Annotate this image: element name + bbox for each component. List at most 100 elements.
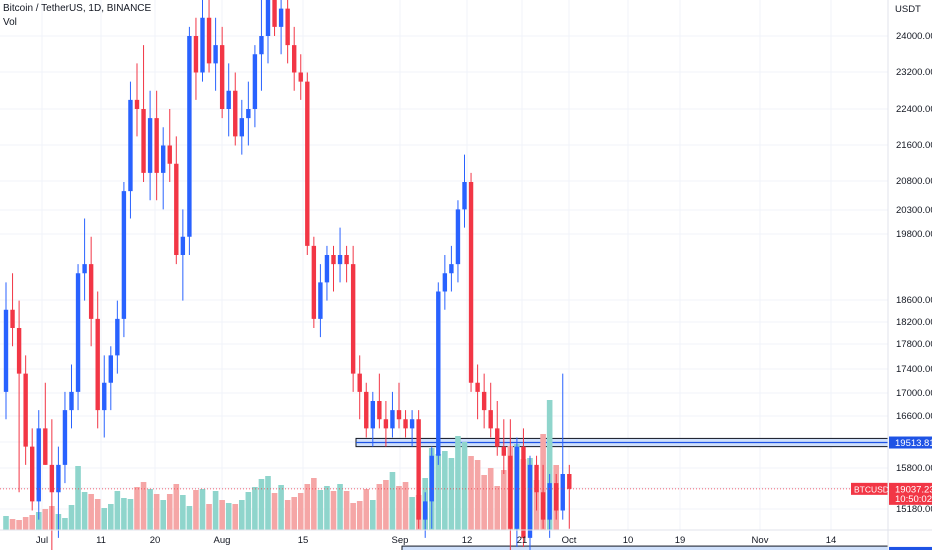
volume-bar	[245, 492, 252, 530]
candle-body	[95, 318, 100, 411]
volume-bar	[153, 494, 160, 530]
time-tick-label: Aug	[214, 535, 231, 546]
candle-body	[36, 428, 41, 502]
time-axis[interactable]: Jul 11 20 Aug 15 Sep 12 21 Oct 10 19 Nov 14	[0, 529, 932, 546]
volume-bar	[22, 517, 29, 530]
price-tick-label: 23200.00	[896, 67, 932, 78]
volume-bar	[435, 454, 442, 530]
candle-body	[364, 391, 369, 429]
volume-bar	[442, 451, 448, 530]
candle-body	[102, 382, 107, 411]
candle-body	[3, 309, 9, 392]
volume-bar	[291, 497, 297, 530]
candle-body	[442, 273, 448, 292]
volume-bar	[297, 493, 304, 530]
volume-bar	[206, 504, 212, 530]
price-tick-label: 20800.00	[896, 176, 932, 187]
price-axis[interactable]: USDT 24000.00 23200.00 22400.00 21600.00 2080…	[887, 0, 932, 550]
candle-body	[429, 455, 434, 502]
candle-body	[481, 391, 487, 411]
volume-bar	[75, 466, 81, 530]
candle-body	[318, 282, 323, 319]
symbol-badge-label: BTCUSDT	[854, 484, 894, 494]
candle-body	[233, 90, 238, 137]
volume-bar	[68, 505, 75, 530]
volume-bar	[94, 499, 101, 530]
candle-body	[161, 145, 166, 173]
candle-body	[416, 419, 421, 520]
zone-price-badge	[889, 546, 932, 550]
volume-bar	[278, 485, 284, 530]
candle-body	[403, 419, 408, 429]
volume-bar	[468, 456, 474, 530]
price-tick-label: 18600.00	[896, 295, 932, 306]
candle-body	[10, 309, 15, 328]
volume-bar	[140, 482, 147, 530]
price-unit-label: USDT	[895, 4, 921, 15]
volume-bar	[42, 509, 49, 530]
last-price-label: 19037.23	[895, 484, 932, 495]
candle-body	[226, 90, 231, 109]
time-tick-label: Nov	[752, 535, 769, 546]
volume-bar	[396, 486, 402, 530]
candle-body	[350, 264, 356, 374]
volume-bar	[166, 494, 173, 530]
volume-bar	[350, 503, 356, 530]
candle-body	[514, 446, 520, 529]
volume-bar	[108, 504, 114, 530]
candle-body	[547, 483, 552, 520]
volume-bar	[88, 494, 94, 530]
candle-body	[455, 209, 461, 265]
volume-bar	[62, 518, 68, 530]
volume-bar	[265, 476, 271, 530]
time-tick-label: Sep	[392, 535, 409, 546]
candle-body	[174, 163, 179, 255]
candle-body	[331, 255, 336, 265]
volume-bar	[239, 500, 245, 530]
candle-body	[141, 109, 146, 173]
candle-body	[115, 318, 120, 356]
volume-bar	[383, 480, 389, 530]
volume-bar	[448, 458, 455, 530]
volume-bar	[193, 490, 199, 530]
symbol-title: Bitcoin / TetherUS, 1D, BINANCE	[3, 3, 152, 14]
volume-bar	[134, 487, 140, 530]
price-tick-label: 15800.00	[896, 463, 932, 474]
price-zone[interactable]	[401, 545, 889, 550]
candle-body	[377, 401, 382, 420]
volume-bar	[219, 500, 225, 530]
candle-body	[468, 182, 474, 383]
candle-body	[285, 8, 290, 46]
candle-body	[390, 410, 395, 429]
candle-body	[43, 428, 48, 465]
volume-bar	[501, 470, 507, 530]
last-price-badge	[889, 482, 932, 505]
candle-body	[292, 45, 297, 73]
volume-bar	[402, 482, 409, 530]
candle-body	[534, 464, 539, 493]
time-tick-label: 11	[96, 535, 106, 546]
volume-bar	[3, 516, 9, 530]
volume-bar	[409, 497, 415, 530]
volume-bar	[186, 506, 193, 530]
candle-body	[200, 17, 205, 73]
symbol-badge	[851, 482, 888, 495]
candle-body	[219, 45, 225, 109]
volume-bar	[363, 489, 370, 530]
price-tick-label: 20300.00	[896, 205, 932, 216]
candle-body	[69, 391, 74, 411]
price-tick-label: 15180.00	[896, 504, 932, 515]
candle-body	[370, 401, 375, 429]
time-tick-label: Jul	[36, 535, 48, 546]
candle-body	[147, 118, 153, 173]
price-candles	[3, 0, 572, 550]
candle-body	[396, 410, 402, 420]
price-tick-label: 18200.00	[896, 317, 932, 328]
candle-body	[540, 492, 546, 520]
volume-bar	[284, 500, 291, 530]
volume-indicator-label[interactable]: Vol	[3, 17, 17, 28]
candle-body	[239, 118, 244, 137]
volume-bar	[81, 492, 88, 530]
candle-body	[30, 446, 35, 502]
